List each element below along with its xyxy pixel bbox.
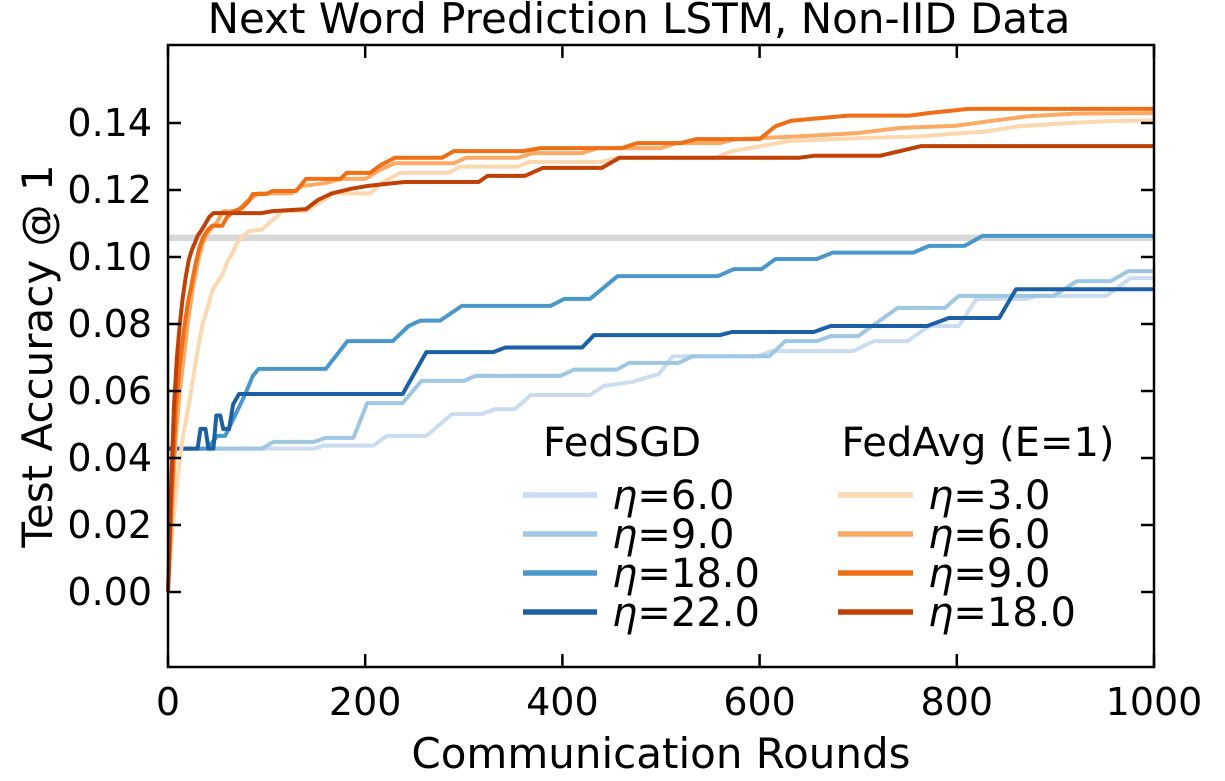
eta-value: =3.0: [953, 473, 1050, 519]
eta-value: =6.0: [953, 512, 1050, 558]
xtick-label: 200: [329, 680, 402, 724]
xtick-label: 400: [526, 680, 599, 724]
ytick-label: 0.02: [67, 503, 152, 547]
eta-symbol: η: [612, 512, 637, 558]
series-layer: [166, 106, 1155, 593]
xtick-label: 800: [921, 680, 994, 724]
eta-symbol: η: [612, 473, 637, 519]
ytick-label: 0.14: [67, 101, 152, 145]
xtick-label: 0: [156, 680, 180, 724]
y-axis-label: Test Accuracy @ 1: [13, 164, 62, 548]
series-line-fedavg-e-1-18.0: [166, 144, 1154, 593]
legend-group-title: FedAvg (E=1): [841, 420, 1114, 466]
chart-title: Next Word Prediction LSTM, Non-IID Data: [208, 0, 1071, 43]
series-line-fedsgd-9.0: [168, 269, 1154, 451]
ytick-label: 0.06: [67, 369, 152, 413]
legend-entry-label: η=9.0: [928, 551, 1051, 597]
eta-symbol: η: [928, 551, 953, 597]
legend-entry-label: η=6.0: [612, 473, 735, 519]
eta-symbol: η: [928, 473, 953, 519]
text-layer: 0.00 0.02 0.04 0.06 0.08 0.10 0.12 0.14 0 200 400 6…: [13, 0, 1203, 778]
eta-symbol: η: [928, 590, 953, 636]
ytick-label: 0.00: [67, 570, 152, 614]
eta-value: =9.0: [637, 512, 734, 558]
eta-value: =6.0: [637, 473, 734, 519]
eta-value: =22.0: [637, 590, 760, 636]
x-axis-label: Communication Rounds: [411, 729, 910, 777]
ytick-label: 0.10: [67, 235, 152, 279]
axes-spines: [166, 43, 1156, 669]
series-line-fedsgd-18.0: [168, 233, 1154, 451]
eta-value: =18.0: [637, 551, 760, 597]
eta-value: =9.0: [953, 551, 1050, 597]
legend-entry-label: η=22.0: [612, 590, 760, 636]
eta-value: =18.0: [953, 590, 1076, 636]
legend-entry-label: η=3.0: [928, 473, 1051, 519]
ytick-label: 0.04: [67, 436, 152, 480]
series-line-fedavg-e-1-3.0: [166, 118, 1155, 593]
axes-layer: [166, 43, 1156, 669]
series-line-fedsgd-6.0: [168, 276, 1154, 451]
eta-symbol: η: [612, 590, 637, 636]
eta-symbol: η: [612, 551, 637, 597]
legend-entry-label: η=9.0: [612, 512, 735, 558]
legend-entry-label: η=6.0: [928, 512, 1051, 558]
xtick-label: 1000: [1106, 680, 1203, 724]
ytick-label: 0.12: [67, 168, 152, 212]
eta-symbol: η: [928, 512, 953, 558]
legend-group-1: FedAvg (E=1)η=3.0η=6.0η=9.0η=18.0: [838, 420, 1115, 636]
xtick-label: 600: [723, 680, 796, 724]
legend-entry-label: η=18.0: [928, 590, 1076, 636]
legend-group-title: FedSGD: [543, 420, 701, 466]
legend-entry-label: η=18.0: [612, 551, 760, 597]
series-line-fedsgd-22.0: [168, 287, 1154, 451]
series-line-fedavg-e-1-9.0: [166, 106, 1154, 593]
ytick-label: 0.08: [67, 302, 152, 346]
